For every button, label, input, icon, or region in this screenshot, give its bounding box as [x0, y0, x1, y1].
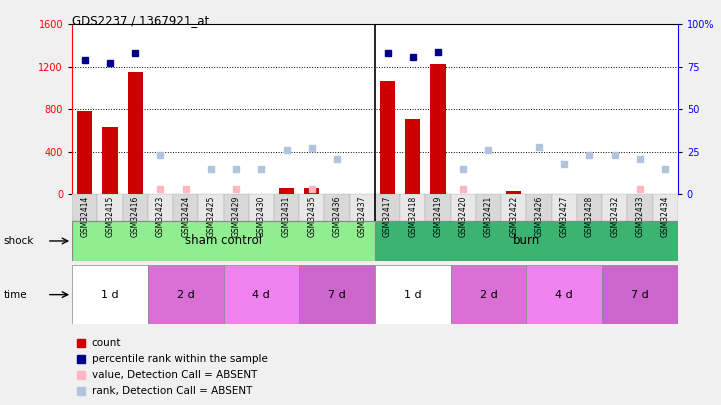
Bar [375, 265, 451, 324]
Text: 7 d: 7 d [328, 290, 346, 300]
Text: value, Detection Call = ABSENT: value, Detection Call = ABSENT [92, 370, 257, 380]
Bar [128, 72, 143, 194]
Bar [451, 265, 526, 324]
Text: GSM32417: GSM32417 [383, 196, 392, 237]
Bar [425, 194, 451, 221]
Bar [224, 194, 249, 221]
Bar [72, 221, 375, 261]
Bar [506, 191, 521, 194]
Bar [299, 194, 324, 221]
Bar [350, 194, 375, 221]
Bar [451, 194, 476, 221]
Text: GSM32430: GSM32430 [257, 196, 266, 237]
Text: rank, Detection Call = ABSENT: rank, Detection Call = ABSENT [92, 386, 252, 396]
Bar [375, 194, 400, 221]
Text: GSM32426: GSM32426 [534, 196, 544, 237]
Bar [72, 194, 97, 221]
Bar [77, 111, 92, 194]
Text: GSM32421: GSM32421 [484, 196, 493, 237]
Text: GSM32428: GSM32428 [585, 196, 594, 237]
Bar [299, 265, 375, 324]
Bar [224, 265, 299, 324]
Bar [380, 81, 395, 194]
Text: GDS2237 / 1367921_at: GDS2237 / 1367921_at [72, 14, 209, 27]
Bar [249, 194, 274, 221]
Text: GSM32436: GSM32436 [332, 196, 342, 237]
Text: sham control: sham control [185, 234, 262, 247]
Text: GSM32422: GSM32422 [509, 196, 518, 237]
Text: 1 d: 1 d [404, 290, 422, 300]
Text: GSM32416: GSM32416 [131, 196, 140, 237]
Text: GSM32432: GSM32432 [610, 196, 619, 237]
Bar [102, 128, 118, 194]
Text: time: time [4, 290, 27, 300]
Text: 2 d: 2 d [177, 290, 195, 300]
Bar [577, 194, 602, 221]
Text: GSM32427: GSM32427 [559, 196, 569, 237]
Bar [526, 265, 602, 324]
Text: GSM32420: GSM32420 [459, 196, 468, 237]
Bar [274, 194, 299, 221]
Text: GSM32431: GSM32431 [282, 196, 291, 237]
Bar [602, 265, 678, 324]
Text: 1 d: 1 d [101, 290, 119, 300]
Bar [304, 188, 319, 194]
Bar [97, 194, 123, 221]
Bar [400, 194, 425, 221]
Bar [476, 194, 501, 221]
Bar [602, 194, 627, 221]
Bar [72, 265, 148, 324]
Bar [324, 194, 350, 221]
Text: shock: shock [4, 236, 34, 246]
Text: GSM32429: GSM32429 [231, 196, 241, 237]
Bar [405, 119, 420, 194]
Text: GSM32425: GSM32425 [206, 196, 216, 237]
Bar [653, 194, 678, 221]
Text: GSM32424: GSM32424 [181, 196, 190, 237]
Bar [526, 194, 552, 221]
Bar [198, 194, 224, 221]
Text: 4 d: 4 d [555, 290, 573, 300]
Text: GSM32419: GSM32419 [433, 196, 443, 237]
Bar [148, 265, 224, 324]
Bar [148, 194, 173, 221]
Bar [279, 188, 294, 194]
Text: GSM32434: GSM32434 [660, 196, 670, 237]
Text: 2 d: 2 d [479, 290, 497, 300]
Text: GSM32418: GSM32418 [408, 196, 417, 237]
Text: GSM32437: GSM32437 [358, 196, 367, 237]
Text: count: count [92, 338, 121, 347]
Bar [501, 194, 526, 221]
Bar [430, 64, 446, 194]
Text: 7 d: 7 d [631, 290, 649, 300]
Text: percentile rank within the sample: percentile rank within the sample [92, 354, 267, 364]
Bar [173, 194, 198, 221]
Text: GSM32435: GSM32435 [307, 196, 317, 237]
Text: 4 d: 4 d [252, 290, 270, 300]
Bar [375, 221, 678, 261]
Text: GSM32415: GSM32415 [105, 196, 115, 237]
Text: burn: burn [513, 234, 540, 247]
Text: GSM32433: GSM32433 [635, 196, 645, 237]
Bar [123, 194, 148, 221]
Bar [627, 194, 653, 221]
Bar [552, 194, 577, 221]
Text: GSM32414: GSM32414 [80, 196, 89, 237]
Text: GSM32423: GSM32423 [156, 196, 165, 237]
